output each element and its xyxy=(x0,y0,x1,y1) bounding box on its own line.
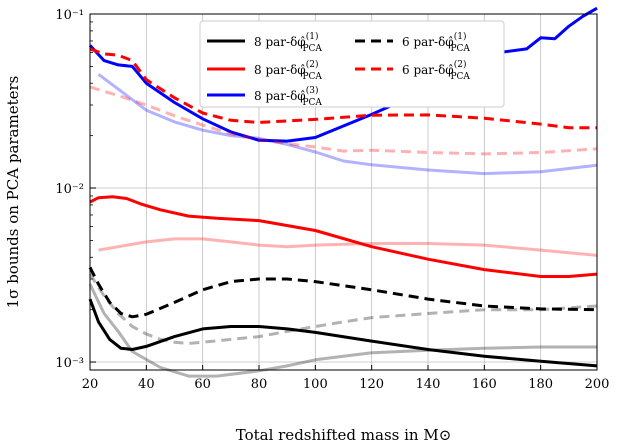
x-axis-label: Total redshifted mass in M⊙ xyxy=(236,426,452,444)
x-tick-label: 200 xyxy=(585,377,610,392)
series-line xyxy=(88,298,598,368)
x-tick-label: 120 xyxy=(359,377,384,392)
series-line xyxy=(88,6,598,143)
axis-ticks: 20 40 60 80 100 120 140 160 180 200 10⁻³ 10⁻² 10⁻¹ xyxy=(55,8,609,392)
legend-label: 8 par-δφ̂(1) PCA xyxy=(254,31,322,54)
x-tick-label: 80 xyxy=(251,377,268,392)
y-axis-label: 1σ bounds on PCA parameters xyxy=(4,76,22,309)
legend-label: 8 par-δφ̂(2) PCA xyxy=(254,59,322,82)
x-tick-label: 20 xyxy=(82,377,99,392)
series-line xyxy=(88,283,597,378)
x-tick-label: 140 xyxy=(416,377,441,392)
legend-label: 6 par-δφ̂(2) PCA xyxy=(402,59,470,82)
x-tick-label: 40 xyxy=(138,377,155,392)
plot-frame xyxy=(89,13,598,371)
x-tick-label: 60 xyxy=(194,377,211,392)
legend-box xyxy=(199,20,505,108)
series-line xyxy=(97,73,598,176)
series-group xyxy=(88,6,598,378)
series-line xyxy=(98,237,598,257)
series-line xyxy=(89,47,597,130)
legend-label: 6 par-δφ̂(1) PCA xyxy=(402,31,470,54)
series-line xyxy=(88,273,598,345)
series-line xyxy=(89,195,598,278)
x-tick-label: 180 xyxy=(528,377,553,392)
series-line xyxy=(88,266,598,319)
legend-label: 8 par-δφ̂(3) PCA xyxy=(254,85,322,108)
y-tick-label: 10⁻² xyxy=(55,182,84,197)
series-line xyxy=(89,85,598,156)
x-tick-label: 160 xyxy=(472,377,497,392)
x-tick-label: 100 xyxy=(303,377,328,392)
y-tick-label: 10⁻¹ xyxy=(55,8,84,23)
legend: 8 par-δφ̂(1) PCA 8 par-δφ̂(2) PCA 8 par-δφ̂(… xyxy=(199,20,505,108)
y-tick-label: 10⁻³ xyxy=(55,356,84,371)
